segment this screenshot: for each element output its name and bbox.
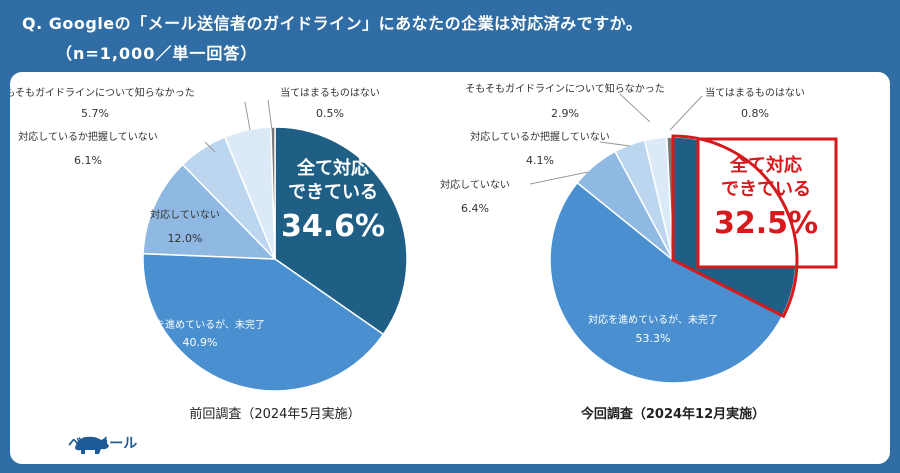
slice-label: 当てはまるものはない bbox=[705, 86, 805, 99]
slice-label: そもそもガイドラインについて知らなかった bbox=[10, 86, 195, 99]
leader-line bbox=[529, 171, 589, 185]
slice-value: 2.9% bbox=[551, 107, 579, 120]
slice-value: 0.5% bbox=[316, 107, 344, 120]
pie-slice bbox=[142, 163, 277, 260]
sample-size-note: （n=1,000／単一回答） bbox=[56, 44, 258, 63]
big-label-line1: 全て対応 bbox=[296, 157, 369, 179]
pie-chart-1: 対応を進めているが、未完了 40.9% 対応していない 12.0% 対応しているか把握し… bbox=[10, 86, 408, 392]
big-label-value: 32.5% bbox=[714, 206, 818, 241]
slice-label: 対応しているか把握していない bbox=[470, 130, 609, 143]
slice-label: そもそもガイドラインについて知らなかった bbox=[465, 82, 665, 95]
slice-label: 対応しているか把握していない bbox=[18, 130, 157, 143]
slice-label: 対応していない bbox=[150, 208, 220, 221]
slice-label: 対応を進めているが、未完了 bbox=[588, 313, 718, 326]
slice-value: 53.3% bbox=[636, 332, 671, 345]
big-label-line1: 全て対応 bbox=[729, 154, 802, 176]
slice-value: 6.4% bbox=[461, 202, 489, 215]
big-label-line2: できている bbox=[288, 182, 378, 203]
highlight-outline bbox=[671, 134, 799, 319]
pie-slice bbox=[270, 126, 276, 260]
bear-icon bbox=[75, 436, 109, 454]
leader-line bbox=[669, 95, 703, 131]
pie-chart-2: 対応を進めているが、未完了 53.3% 対応していない 6.4% 対応しているか把握して… bbox=[440, 82, 838, 384]
pie-slice bbox=[142, 252, 385, 392]
slice-label: 対応を進めているが、未完了 bbox=[135, 318, 265, 331]
pie-slice bbox=[549, 181, 784, 384]
big-label-line2: できている bbox=[721, 179, 811, 200]
slice-value: 5.7% bbox=[81, 107, 109, 120]
slice-value: 12.0% bbox=[168, 232, 203, 245]
highlight-box bbox=[696, 137, 838, 269]
leader-line bbox=[204, 141, 216, 153]
leader-line bbox=[599, 141, 631, 147]
pie-slice bbox=[274, 126, 408, 336]
slice-value: 40.9% bbox=[183, 336, 218, 349]
question-title: Q. Googleの「メール送信者のガイドライン」にあなたの企業は対応済みですか… bbox=[22, 14, 643, 33]
leader-line bbox=[619, 93, 651, 123]
pie-charts: 対応を進めているが、未完了 40.9% 対応していない 12.0% 対応しているか把握し… bbox=[10, 82, 838, 422]
brand-logo-text: ベアメール bbox=[68, 436, 138, 452]
big-label-value: 34.6% bbox=[281, 209, 385, 244]
slice-value: 6.1% bbox=[74, 154, 102, 167]
leader-line bbox=[244, 101, 251, 131]
chart-caption: 今回調査（2024年12月実施） bbox=[580, 406, 765, 422]
slice-label: 対応していない bbox=[440, 178, 510, 191]
leader-line bbox=[267, 99, 273, 131]
chart-panel: 対応を進めているが、未完了 40.9% 対応していない 12.0% 対応しているか把握し… bbox=[10, 72, 890, 464]
slice-label: 当てはまるものはない bbox=[280, 86, 380, 99]
slice-value: 4.1% bbox=[526, 154, 554, 167]
slice-value: 0.8% bbox=[741, 107, 769, 120]
chart-caption: 前回調査（2024年5月実施） bbox=[189, 406, 360, 422]
